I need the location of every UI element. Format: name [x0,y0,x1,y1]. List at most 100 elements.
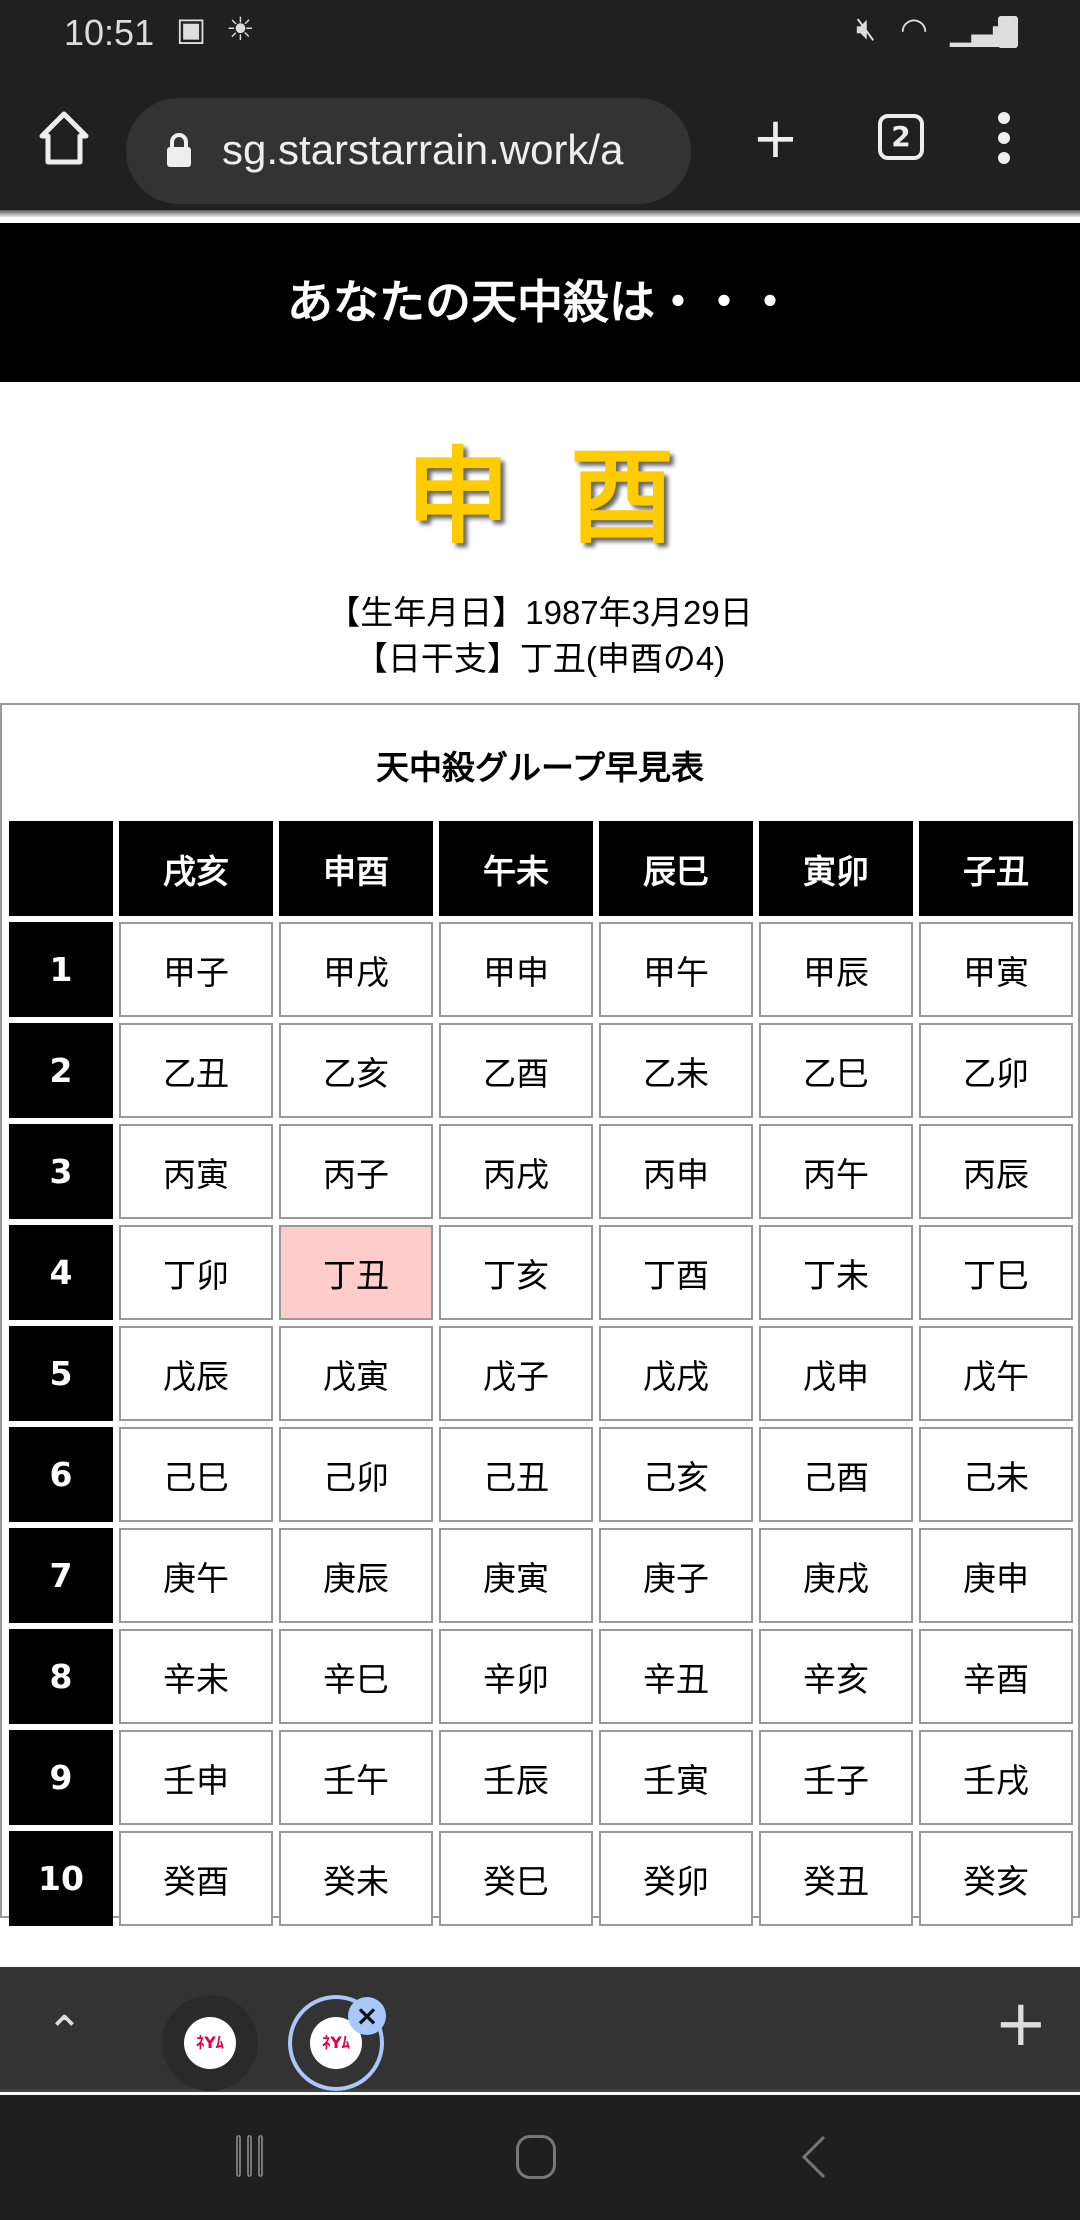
table-caption: 天中殺グループ早見表 [375,748,705,787]
system-nav-bar [0,2095,1080,2220]
status-bar: 10:51 ▣ ☀ 🔇︎ ◠ ▁▃▅ [0,0,1080,64]
table-cell: 甲午 [599,922,753,1017]
table-cell: 壬辰 [439,1730,593,1825]
table-cell: 甲子 [119,922,273,1017]
table-cell: 壬寅 [599,1730,753,1825]
tab-switcher-button[interactable]: 2 [878,114,924,160]
result-banner: あなたの天中殺は・・・ [0,223,1080,382]
table-cell: 己卯 [279,1427,433,1522]
column-header: 午未 [439,821,593,916]
group-table-box: 天中殺グループ早見表 戌亥 申酉 午未 辰巳 寅卯 子丑 1 甲子 甲戌 甲申 甲午 甲辰 甲寅 2 乙丑… [0,703,1080,1926]
row-header: 5 [9,1326,113,1421]
table-cell: 己巳 [119,1427,273,1522]
highlighted-cell: 丁丑 [279,1225,433,1320]
table-cell: 乙丑 [119,1023,273,1118]
table-cell: 辛卯 [439,1629,593,1724]
row-header: 4 [9,1225,113,1320]
birth-info: 【生年月日】1987年3月29日 【日干支】丁丑(申酉の4) [0,590,1080,682]
more-vert-icon[interactable] [996,112,1012,168]
birthdate-line: 【生年月日】1987年3月29日 [327,594,753,631]
row-header: 2 [9,1023,113,1118]
add-tab-icon[interactable]: + [994,1987,1048,2061]
row-header: 7 [9,1528,113,1623]
table-cell: 壬午 [279,1730,433,1825]
corner-header [9,821,113,916]
table-cell: 庚辰 [279,1528,433,1623]
table-cell: 丁酉 [599,1225,753,1320]
status-time: 10:51 [64,12,155,53]
row-header: 8 [9,1629,113,1724]
table-cell: 丁亥 [439,1225,593,1320]
table-cell: 丙戌 [439,1124,593,1219]
table-cell: 丙寅 [119,1124,273,1219]
favicon: ﾈYﾑ [184,2017,236,2069]
table-cell: 癸巳 [439,1831,593,1926]
table-row: 9 壬申 壬午 壬辰 壬寅 壬子 壬戌 [9,1730,1073,1825]
recent-apps-icon[interactable] [236,2135,276,2177]
weather-icon: ☀ [226,11,255,47]
table-cell: 戊辰 [119,1326,273,1421]
table-row: 4 丁卯 丁丑 丁亥 丁酉 丁未 丁巳 [9,1225,1073,1320]
table-cell: 庚寅 [439,1528,593,1623]
table-cell: 丙子 [279,1124,433,1219]
tab-thumbnail-1[interactable]: ﾈYﾑ [162,1995,258,2091]
home-icon[interactable] [36,108,92,168]
table-cell: 丁未 [759,1225,913,1320]
table-cell: 乙巳 [759,1023,913,1118]
table-row: 1 甲子 甲戌 甲申 甲午 甲辰 甲寅 [9,922,1073,1017]
column-header: 辰巳 [599,821,753,916]
table-cell: 癸亥 [919,1831,1073,1926]
table-row: 5 戊辰 戊寅 戊子 戊戌 戊申 戊午 [9,1326,1073,1421]
table-cell: 壬子 [759,1730,913,1825]
table-cell: 戊子 [439,1326,593,1421]
table-row: 6 己巳 己卯 己丑 己亥 己酉 己未 [9,1427,1073,1522]
table-cell: 丙午 [759,1124,913,1219]
table-cell: 壬申 [119,1730,273,1825]
table-cell: 辛丑 [599,1629,753,1724]
table-row: 2 乙丑 乙亥 乙酉 乙未 乙巳 乙卯 [9,1023,1073,1118]
table-cell: 甲辰 [759,922,913,1017]
wifi-icon: ◠ [900,11,928,47]
tenchusatsu-result: 申酉 [405,436,734,558]
back-icon[interactable] [800,2135,828,2179]
day-stem-line: 【日干支】丁丑(申酉の4) [354,640,726,677]
table-cell: 庚午 [119,1528,273,1623]
table-cell: 戊戌 [599,1326,753,1421]
new-tab-button[interactable]: + [752,106,799,171]
table-cell: 丙申 [599,1124,753,1219]
table-row: 3 丙寅 丙子 丙戌 丙申 丙午 丙辰 [9,1124,1073,1219]
table-cell: 己亥 [599,1427,753,1522]
row-header: 9 [9,1730,113,1825]
row-header: 10 [9,1831,113,1926]
column-header: 寅卯 [759,821,913,916]
home-nav-icon[interactable] [516,2135,556,2179]
table-cell: 甲寅 [919,922,1073,1017]
table-cell: 甲戌 [279,922,433,1017]
address-bar[interactable]: sg.starstarrain.work/a [126,98,691,204]
table-cell: 甲申 [439,922,593,1017]
table-cell: 戊申 [759,1326,913,1421]
table-cell: 癸丑 [759,1831,913,1926]
table-cell: 辛酉 [919,1629,1073,1724]
table-row: 10 癸酉 癸未 癸巳 癸卯 癸丑 癸亥 [9,1831,1073,1926]
group-table: 戌亥 申酉 午未 辰巳 寅卯 子丑 1 甲子 甲戌 甲申 甲午 甲辰 甲寅 2 乙丑 乙亥 乙酉 乙未 乙巳 乙卯 3… [3,815,1079,1932]
row-header: 3 [9,1124,113,1219]
table-cell: 乙酉 [439,1023,593,1118]
table-cell: 庚申 [919,1528,1073,1623]
row-header: 6 [9,1427,113,1522]
column-header: 戌亥 [119,821,273,916]
table-cell: 癸未 [279,1831,433,1926]
url-text[interactable]: sg.starstarrain.work/a [222,126,624,173]
browser-toolbar: sg.starstarrain.work/a + 2 [0,64,1080,210]
close-tab-icon[interactable]: × [348,1997,386,2035]
chevron-up-icon[interactable]: ⌃ [46,2007,83,2058]
column-header: 申酉 [279,821,433,916]
mute-icon: 🔇︎ [856,10,877,46]
table-cell: 癸卯 [599,1831,753,1926]
table-cell: 辛亥 [759,1629,913,1724]
table-cell: 癸酉 [119,1831,273,1926]
table-cell: 庚子 [599,1528,753,1623]
tab-strip: ⌃ ﾈYﾑ ﾈYﾑ × + [0,1967,1080,2092]
table-cell: 戊寅 [279,1326,433,1421]
table-cell: 丁巳 [919,1225,1073,1320]
